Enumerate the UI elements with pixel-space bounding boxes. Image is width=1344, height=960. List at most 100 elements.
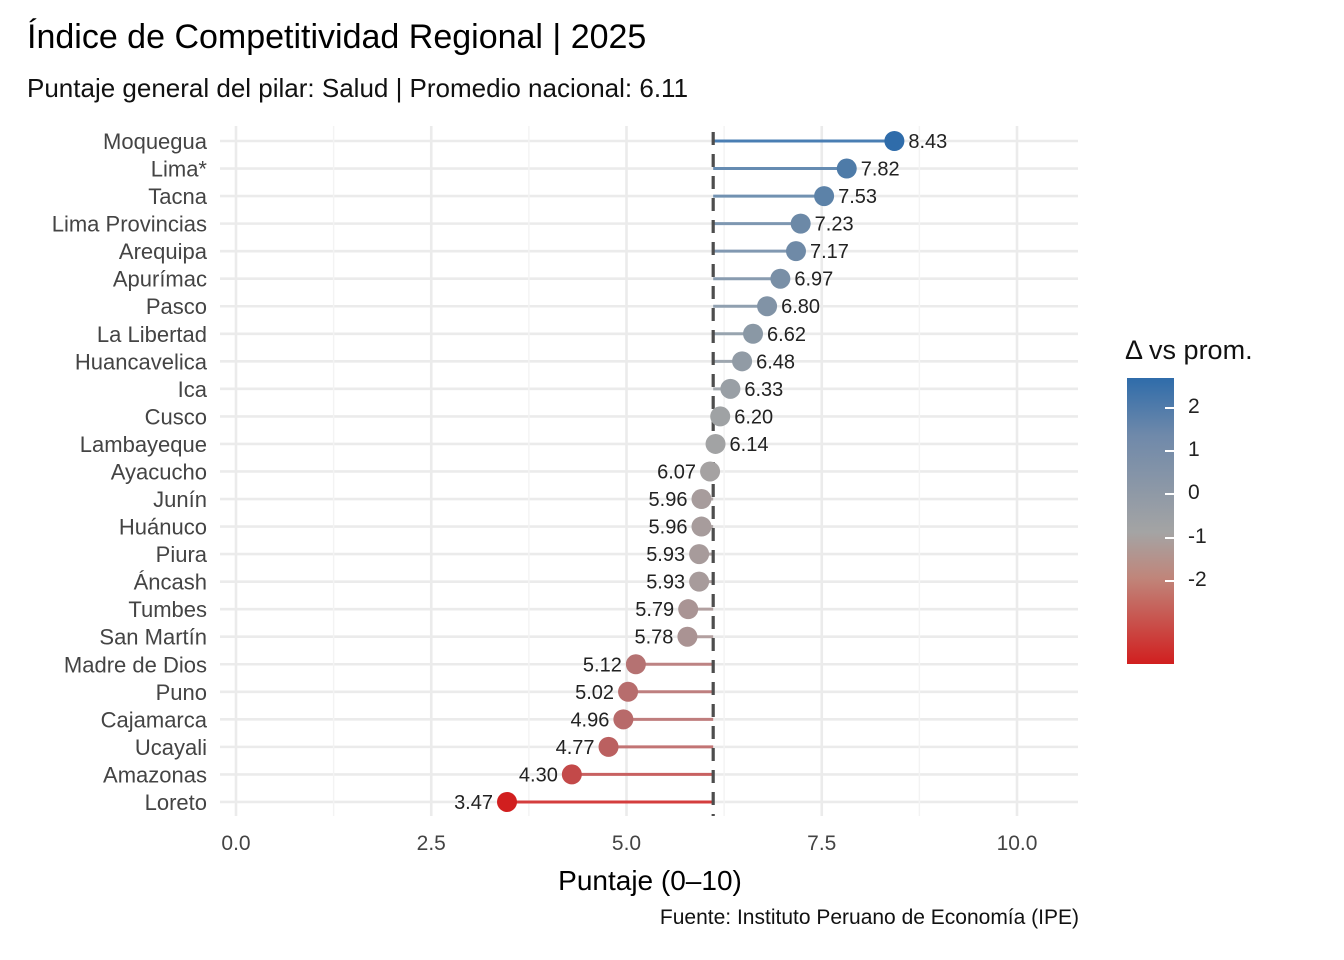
lollipop-point — [770, 268, 791, 289]
lollipop-point — [705, 433, 726, 454]
y-tick-label: Ucayali — [135, 735, 207, 760]
lollipop-point — [613, 709, 634, 730]
y-tick-label: Puno — [156, 680, 207, 705]
lollipop-point — [814, 186, 835, 207]
data-label: 6.33 — [744, 379, 783, 401]
legend-tick-mark — [1165, 407, 1174, 409]
data-label: 5.93 — [646, 572, 685, 594]
lollipop-point — [790, 213, 811, 234]
data-label: 6.20 — [734, 406, 773, 428]
color-legend: Δ vs prom. 2 1 0 -1 -2 — [1125, 335, 1253, 664]
y-tick-label: San Martín — [99, 625, 207, 650]
y-tick-label: Arequipa — [119, 239, 208, 264]
data-label: 5.02 — [575, 682, 614, 704]
y-tick-label: Loreto — [145, 790, 207, 815]
lollipop-point — [561, 764, 582, 785]
lollipop-point — [720, 378, 741, 399]
data-label: 3.47 — [454, 792, 493, 814]
y-tick-label: La Libertad — [97, 322, 207, 347]
x-tick-label: 7.5 — [807, 832, 836, 855]
data-label: 6.07 — [657, 461, 696, 483]
y-tick-label: Lima* — [151, 157, 208, 182]
chart-marks — [497, 131, 905, 816]
y-tick-label: Cusco — [145, 404, 207, 429]
data-label: 7.23 — [815, 214, 854, 236]
y-tick-label: Áncash — [134, 570, 207, 595]
data-label: 5.78 — [634, 627, 673, 649]
y-tick-label: Huánuco — [119, 515, 207, 540]
legend-tick-mark — [1165, 493, 1174, 495]
data-label: 5.79 — [635, 599, 674, 621]
x-tick-label: 0.0 — [221, 832, 250, 855]
data-label: 6.14 — [730, 434, 769, 456]
x-axis-label: Puntaje (0–10) — [558, 865, 742, 896]
lollipop-point — [618, 681, 639, 702]
lollipop-point — [757, 296, 778, 317]
y-tick-label: Lima Provincias — [52, 212, 207, 237]
y-tick-label: Lambayeque — [80, 432, 207, 457]
y-tick-label: Ica — [178, 377, 208, 402]
data-label: 5.96 — [649, 489, 688, 511]
chart-title: Índice de Competitividad Regional | 2025 — [27, 18, 647, 56]
x-tick-label: 5.0 — [612, 832, 641, 855]
lollipop-point — [836, 158, 857, 179]
lollipop-point — [732, 351, 753, 372]
data-label: 7.82 — [861, 159, 900, 181]
data-label: 4.30 — [519, 764, 558, 786]
data-label: 5.93 — [646, 544, 685, 566]
chart-subtitle: Puntaje general del pilar: Salud | Prome… — [27, 73, 689, 103]
legend-tick-mark — [1165, 537, 1174, 539]
y-tick-label: Cajamarca — [101, 707, 208, 732]
data-label: 6.97 — [794, 269, 833, 291]
data-label: 4.96 — [570, 709, 609, 731]
lollipop-point — [497, 791, 518, 812]
data-label: 7.53 — [838, 186, 877, 208]
y-tick-label: Huancavelica — [75, 349, 208, 374]
lollipop-point — [884, 131, 905, 151]
data-label: 5.96 — [649, 517, 688, 539]
x-tick-label: 2.5 — [417, 832, 446, 855]
legend-tick-mark — [1165, 450, 1174, 452]
lollipop-point — [785, 241, 806, 262]
grid-lines — [220, 126, 1078, 816]
y-tick-label: Madre de Dios — [64, 652, 207, 677]
lollipop-point — [598, 736, 619, 757]
lollipop-point — [710, 406, 731, 427]
data-label: 4.77 — [556, 737, 595, 759]
y-tick-label: Junín — [153, 487, 207, 512]
legend-title: Δ vs prom. — [1125, 335, 1253, 365]
legend-tick-label: 1 — [1188, 438, 1200, 461]
x-tick-label: 10.0 — [997, 832, 1038, 855]
legend-tick-label: 0 — [1188, 481, 1200, 504]
data-label: 5.12 — [583, 654, 622, 676]
lollipop-point — [743, 323, 764, 344]
legend-tick-label: -2 — [1188, 568, 1207, 591]
data-label: 6.80 — [781, 296, 820, 318]
data-label: 8.43 — [908, 131, 947, 153]
chart-caption: Fuente: Instituto Peruano de Economía (I… — [659, 906, 1079, 929]
legend-tick-label: -1 — [1188, 525, 1207, 548]
legend-tick-label: 2 — [1188, 395, 1200, 418]
y-tick-label: Ayacucho — [111, 459, 207, 484]
y-tick-label: Moquegua — [103, 129, 208, 154]
y-tick-label: Pasco — [146, 294, 207, 319]
lollipop-point — [691, 516, 712, 537]
legend-tick-mark — [1165, 580, 1174, 582]
data-label: 6.48 — [756, 351, 795, 373]
lollipop-point — [689, 571, 710, 592]
y-tick-label: Amazonas — [103, 762, 207, 787]
lollipop-point — [677, 626, 698, 647]
y-tick-label: Apurímac — [113, 267, 207, 292]
lollipop-point — [691, 489, 712, 510]
lollipop-point — [700, 461, 721, 482]
y-tick-label: Piura — [156, 542, 208, 567]
data-label: 6.62 — [767, 324, 806, 346]
y-tick-label: Tumbes — [128, 597, 207, 622]
lollipop-point — [625, 654, 646, 675]
lollipop-point — [678, 599, 699, 620]
chart-labels: 0.0 2.5 5.0 7.5 10.0 8.43 Moquegua 7.82 Lima* 7.5… — [52, 129, 1038, 855]
y-tick-label: Tacna — [148, 184, 207, 209]
lollipop-point — [689, 544, 710, 565]
legend-color-bar — [1127, 378, 1174, 664]
